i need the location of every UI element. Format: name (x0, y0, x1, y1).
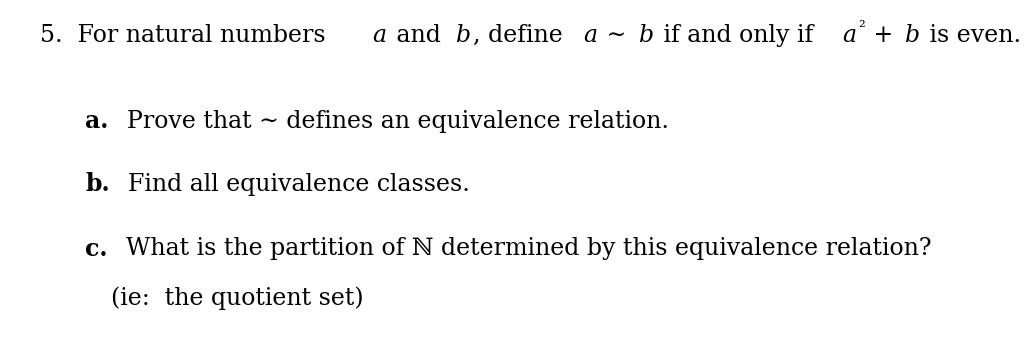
Text: , define: , define (473, 24, 570, 47)
Text: ∼: ∼ (599, 24, 634, 47)
Text: b: b (905, 24, 921, 47)
Text: c.: c. (85, 237, 108, 260)
Text: and: and (388, 24, 447, 47)
Text: a: a (843, 24, 856, 47)
Text: is even.: is even. (923, 24, 1022, 47)
Text: What is the partition of ℕ determined by this equivalence relation?: What is the partition of ℕ determined by… (111, 238, 932, 260)
Text: b.: b. (85, 172, 110, 196)
Text: +: + (866, 24, 901, 47)
Text: if and only if: if and only if (655, 24, 820, 47)
Text: a: a (584, 24, 597, 47)
Text: Find all equivalence classes.: Find all equivalence classes. (114, 173, 470, 196)
Text: a: a (373, 24, 387, 47)
Text: b: b (456, 24, 471, 47)
Text: ²: ² (858, 20, 865, 37)
Text: Prove that ∼ defines an equivalence relation.: Prove that ∼ defines an equivalence rela… (112, 110, 669, 133)
Text: a.: a. (85, 109, 109, 133)
Text: b: b (639, 24, 653, 47)
Text: 5.  For natural numbers: 5. For natural numbers (41, 24, 334, 47)
Text: (ie:  the quotient set): (ie: the quotient set) (111, 286, 364, 309)
